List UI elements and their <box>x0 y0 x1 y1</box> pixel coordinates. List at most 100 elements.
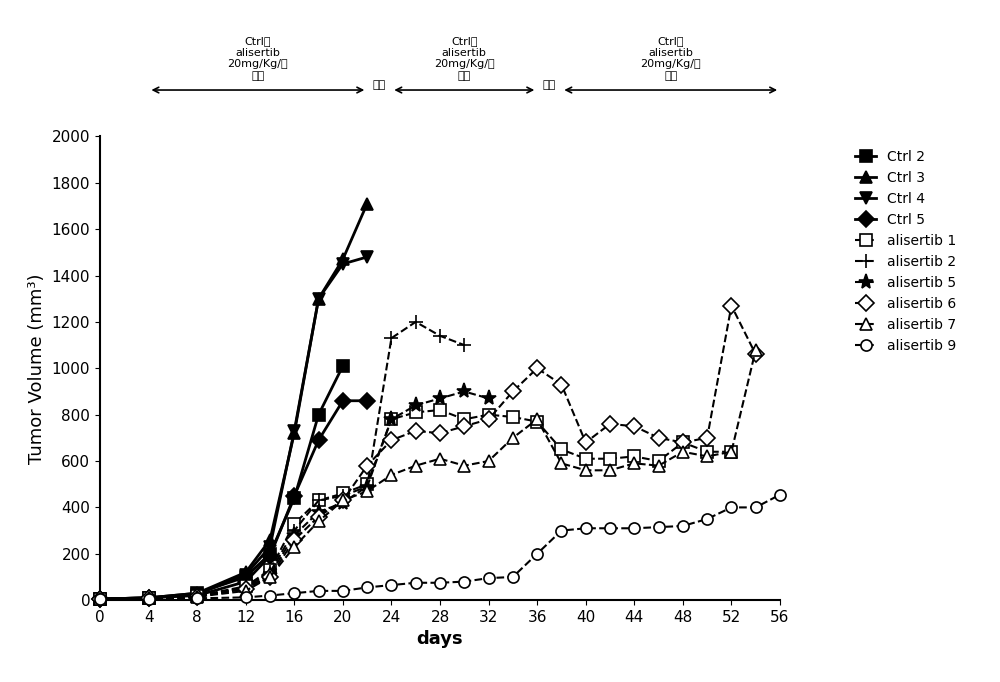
Ctrl 3 <box>240 568 252 576</box>
alisertib 2 <box>361 482 373 490</box>
alisertib 6 <box>701 434 713 442</box>
alisertib 9 <box>458 578 470 586</box>
alisertib 9 <box>677 522 689 530</box>
Ctrl 2 <box>94 595 106 603</box>
alisertib 5 <box>458 387 470 396</box>
Line: alisertib 9: alisertib 9 <box>94 489 786 604</box>
alisertib 6 <box>628 422 640 430</box>
alisertib 1 <box>653 457 665 465</box>
alisertib 1 <box>628 452 640 460</box>
Ctrl 2 <box>313 411 325 419</box>
alisertib 1 <box>507 413 519 421</box>
alisertib 6 <box>434 429 446 437</box>
Ctrl 4 <box>94 595 106 603</box>
Legend: Ctrl 2, Ctrl 3, Ctrl 4, Ctrl 5, alisertib 1, alisertib 2, alisertib 5, alisertib: Ctrl 2, Ctrl 3, Ctrl 4, Ctrl 5, aliserti… <box>848 143 963 359</box>
Ctrl 4 <box>240 571 252 579</box>
alisertib 6 <box>725 301 737 310</box>
alisertib 7 <box>191 593 203 601</box>
Ctrl 5 <box>240 578 252 586</box>
Line: Ctrl 2: Ctrl 2 <box>94 360 348 604</box>
Line: Ctrl 3: Ctrl 3 <box>94 198 373 604</box>
Ctrl 4 <box>361 253 373 261</box>
Ctrl 5 <box>143 594 155 602</box>
Text: 停药: 停药 <box>373 80 386 90</box>
alisertib 9 <box>385 581 397 589</box>
alisertib 6 <box>604 420 616 428</box>
Ctrl 2 <box>264 550 276 558</box>
alisertib 9 <box>191 594 203 602</box>
alisertib 5 <box>313 508 325 516</box>
alisertib 7 <box>580 466 592 475</box>
alisertib 5 <box>434 394 446 402</box>
alisertib 9 <box>750 503 762 512</box>
alisertib 7 <box>94 595 106 603</box>
Ctrl 2 <box>191 589 203 597</box>
Text: Ctrl或
alisertib
20mg/Kg/天
灸胃: Ctrl或 alisertib 20mg/Kg/天 灸胃 <box>640 36 701 80</box>
alisertib 2 <box>410 318 422 326</box>
alisertib 9 <box>434 578 446 587</box>
alisertib 1 <box>143 594 155 602</box>
Ctrl 3 <box>191 589 203 597</box>
alisertib 9 <box>143 595 155 603</box>
Ctrl 3 <box>313 295 325 303</box>
Ctrl 2 <box>288 494 300 502</box>
alisertib 9 <box>555 527 567 535</box>
alisertib 6 <box>653 434 665 442</box>
alisertib 7 <box>725 447 737 456</box>
alisertib 9 <box>240 593 252 602</box>
Ctrl 3 <box>337 255 349 263</box>
Ctrl 5 <box>264 552 276 560</box>
alisertib 1 <box>361 480 373 488</box>
Y-axis label: Tumor Volume (mm³): Tumor Volume (mm³) <box>28 273 46 464</box>
alisertib 9 <box>313 587 325 595</box>
Ctrl 2 <box>337 362 349 370</box>
Text: 停药: 停药 <box>543 80 556 90</box>
alisertib 9 <box>94 595 106 603</box>
alisertib 1 <box>94 595 106 603</box>
alisertib 2 <box>288 527 300 535</box>
alisertib 7 <box>531 415 543 424</box>
Ctrl 3 <box>264 536 276 544</box>
alisertib 2 <box>385 334 397 342</box>
alisertib 2 <box>191 593 203 601</box>
alisertib 9 <box>483 574 495 582</box>
Ctrl 5 <box>361 397 373 405</box>
Line: Ctrl 5: Ctrl 5 <box>94 395 373 604</box>
alisertib 7 <box>604 466 616 475</box>
alisertib 1 <box>191 592 203 600</box>
Ctrl 2 <box>240 573 252 581</box>
alisertib 2 <box>143 594 155 602</box>
alisertib 9 <box>774 490 786 499</box>
alisertib 1 <box>240 582 252 591</box>
alisertib 9 <box>337 587 349 595</box>
alisertib 1 <box>288 520 300 528</box>
Ctrl 5 <box>191 591 203 599</box>
alisertib 7 <box>361 487 373 495</box>
alisertib 7 <box>653 462 665 470</box>
alisertib 6 <box>531 364 543 372</box>
alisertib 5 <box>191 593 203 601</box>
alisertib 7 <box>385 471 397 479</box>
alisertib 1 <box>701 447 713 456</box>
Ctrl 5 <box>313 436 325 444</box>
alisertib 1 <box>410 409 422 417</box>
alisertib 2 <box>264 568 276 576</box>
alisertib 2 <box>94 595 106 603</box>
alisertib 6 <box>458 422 470 430</box>
alisertib 5 <box>410 401 422 409</box>
alisertib 1 <box>725 447 737 456</box>
alisertib 7 <box>483 457 495 465</box>
alisertib 5 <box>385 415 397 424</box>
alisertib 6 <box>94 595 106 603</box>
alisertib 6 <box>677 439 689 447</box>
alisertib 9 <box>725 503 737 512</box>
alisertib 1 <box>580 455 592 463</box>
Ctrl 3 <box>288 429 300 437</box>
alisertib 7 <box>288 543 300 551</box>
alisertib 2 <box>240 583 252 591</box>
alisertib 1 <box>434 406 446 414</box>
Text: Ctrl或
alisertib
20mg/Kg/天
灸胃: Ctrl或 alisertib 20mg/Kg/天 灸胃 <box>228 36 288 80</box>
alisertib 7 <box>677 447 689 456</box>
alisertib 5 <box>264 571 276 579</box>
alisertib 5 <box>337 499 349 507</box>
